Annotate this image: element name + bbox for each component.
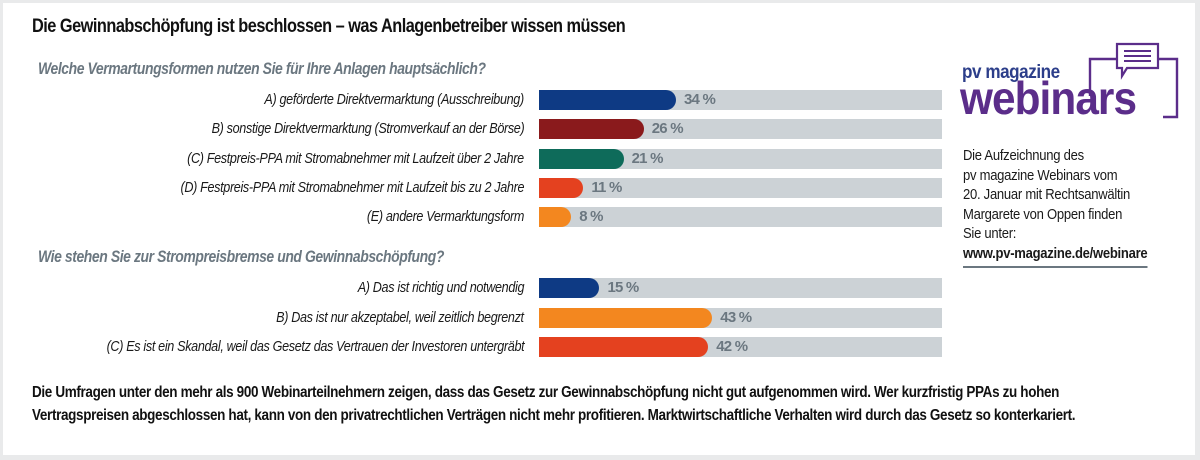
pv-magazine-webinars-logo: pv magazine webinars xyxy=(955,38,1195,128)
bar-track: 15 % xyxy=(539,278,942,298)
bar xyxy=(539,207,572,228)
category-label: (D) Festpreis-PPA mit Stromabnehmer mit … xyxy=(180,178,524,196)
bar-track: 21 % xyxy=(539,148,942,169)
bar-track: 11 % xyxy=(539,177,942,198)
bar-track: 42 % xyxy=(539,337,942,357)
bar xyxy=(539,90,677,110)
chat-bubble-icon xyxy=(1088,42,1179,119)
webinar-link[interactable]: www.pv-magazine.de/webinare xyxy=(963,245,1148,268)
category-label: (C) Festpreis-PPA mit Stromabnehmer mit … xyxy=(187,149,524,167)
bar xyxy=(539,119,644,140)
value-label: 8 % xyxy=(579,208,603,226)
value-label: 21 % xyxy=(631,149,664,167)
info-line: pv magazine Webinars vom xyxy=(963,167,1118,184)
bar-track: 8 % xyxy=(539,207,942,228)
logo-webinars: webinars xyxy=(960,72,1137,124)
info-line: Sie unter: xyxy=(963,226,1017,242)
bar-track: 43 % xyxy=(539,307,942,328)
bar xyxy=(539,307,713,328)
category-label: A) geförderte Direktvermarktung (Ausschr… xyxy=(264,91,525,108)
value-label: 42 % xyxy=(716,338,748,355)
webinar-info: Die Aufzeichnung des pv magazine Webinar… xyxy=(963,147,1148,268)
category-label: B) Das ist nur akzeptabel, weil zeitlich… xyxy=(276,308,524,326)
bar-track: 26 % xyxy=(539,119,942,140)
chart-1-title: Welche Vermartungsformen nutzen Sie für … xyxy=(38,59,486,78)
bar-track: 34 % xyxy=(539,90,942,110)
summary-text: Die Umfragen unter den mehr als 900 Webi… xyxy=(32,381,1128,427)
info-line: 20. Januar mit Rechtsanwältin xyxy=(963,187,1130,203)
value-label: 11 % xyxy=(591,178,622,196)
bar xyxy=(539,148,624,169)
info-line: Die Aufzeichnung des xyxy=(963,148,1084,164)
bar xyxy=(539,337,709,357)
logo-pv-magazine: pv magazine xyxy=(962,62,1060,83)
infographic-frame xyxy=(3,3,1195,455)
value-label: 26 % xyxy=(651,120,684,138)
category-label: A) Das ist richtig und notwendig xyxy=(357,279,525,296)
value-label: 34 % xyxy=(684,91,716,108)
info-line: Margarete von Oppen finden xyxy=(963,206,1123,223)
category-label: (E) andere Vermarktungsform xyxy=(366,208,524,226)
value-label: 15 % xyxy=(607,279,639,296)
bar xyxy=(539,177,584,198)
category-label: (C) Es ist ein Skandal, weil das Gesetz … xyxy=(106,338,524,355)
bar xyxy=(539,278,600,298)
value-label: 43 % xyxy=(720,308,752,326)
category-label: B) sonstige Direktvermarktung (Stromverk… xyxy=(211,120,524,138)
page-title: Die Gewinnabschöpfung ist beschlossen – … xyxy=(32,16,626,37)
chart-2-title: Wie stehen Sie zur Strompreisbremse und … xyxy=(38,247,444,266)
summary-line: Die Umfragen unter den mehr als 900 Webi… xyxy=(32,384,1060,401)
summary-line: Vertragspreisen abgeschlossen hat, kann … xyxy=(32,407,1076,424)
